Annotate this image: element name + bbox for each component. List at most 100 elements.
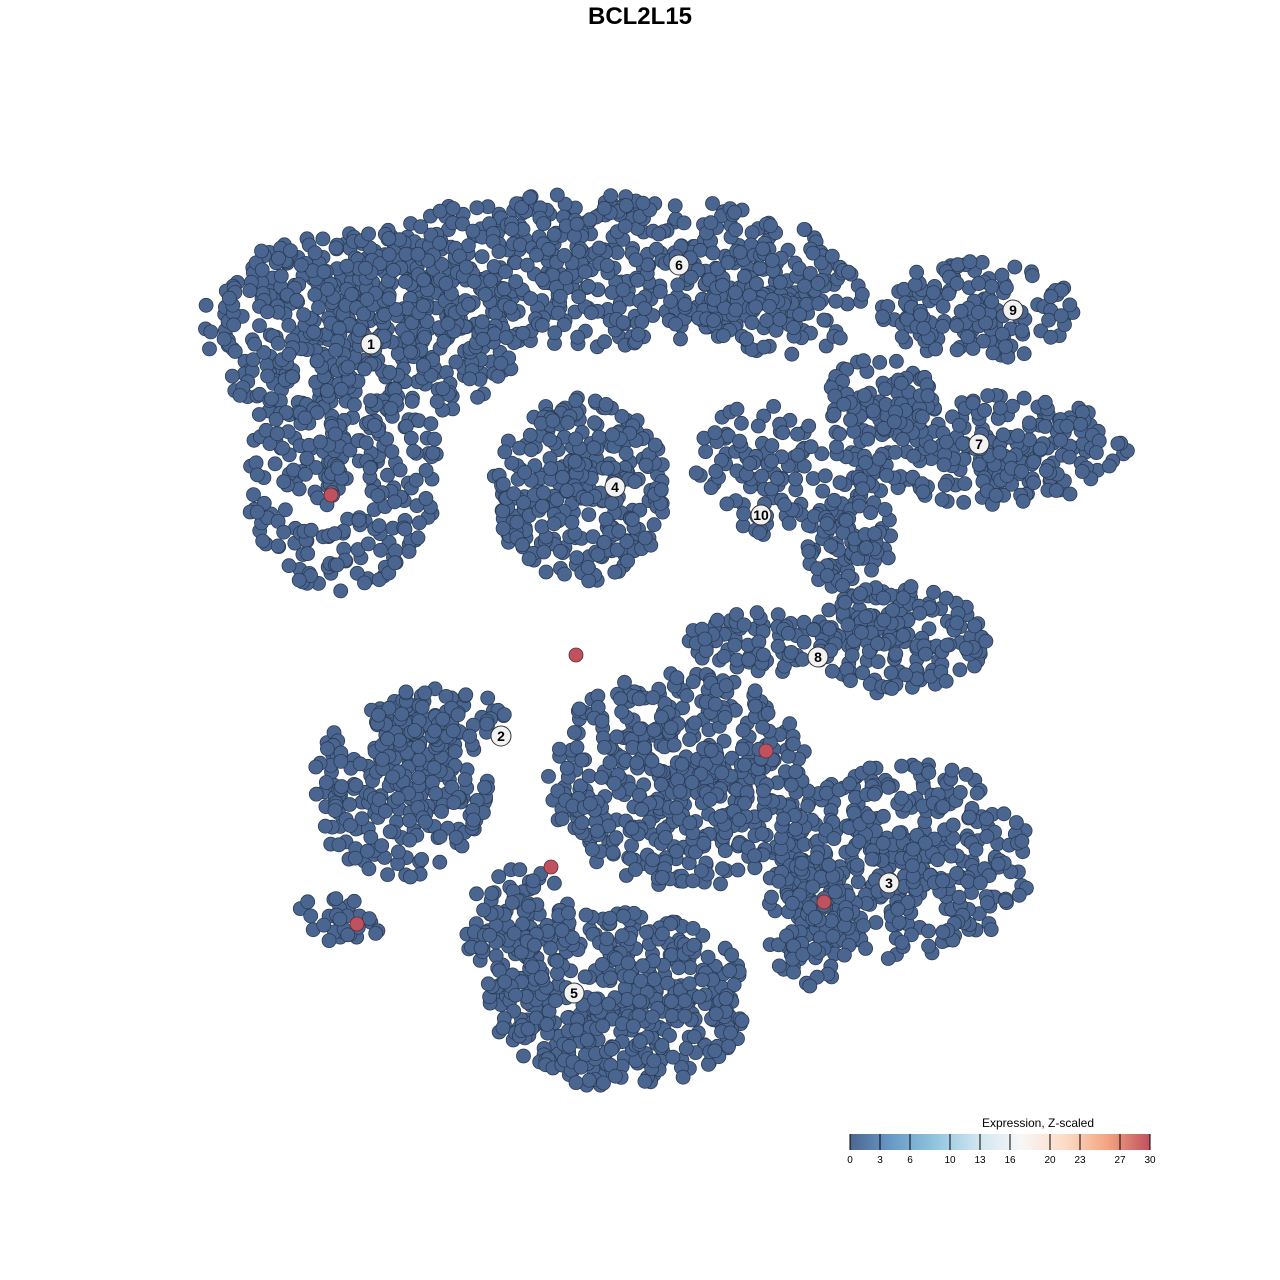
cell-point — [716, 649, 732, 664]
cell-point — [826, 831, 842, 846]
cell-point — [677, 993, 693, 1009]
cell-point — [921, 923, 936, 939]
cell-point — [483, 272, 499, 288]
cell-point — [495, 521, 511, 536]
cell-point — [632, 993, 648, 1009]
cell-point — [559, 760, 575, 776]
cell-point — [340, 359, 356, 375]
cell-point — [577, 969, 593, 985]
cell-point — [411, 770, 427, 786]
cell-point — [303, 522, 319, 538]
cell-point — [952, 662, 968, 678]
cell-point — [764, 252, 780, 268]
cell-point — [985, 345, 1001, 361]
cell-point — [858, 540, 874, 556]
cell-point — [440, 316, 456, 332]
cluster-label-text: 4 — [611, 479, 619, 495]
cell-point — [998, 339, 1013, 355]
cell-point — [541, 769, 556, 784]
cell-point — [844, 647, 860, 663]
cell-point — [837, 594, 853, 610]
cell-point — [445, 200, 461, 216]
cell-point — [432, 854, 448, 870]
cell-point — [788, 821, 803, 837]
high-expression-point — [816, 894, 832, 910]
cell-point — [567, 725, 582, 740]
cell-point — [826, 492, 842, 508]
cell-point — [879, 467, 895, 483]
legend-tick-label: 30 — [1144, 1155, 1156, 1166]
cell-point — [402, 832, 418, 848]
cell-point — [786, 736, 801, 752]
cell-point — [281, 346, 297, 362]
cell-point — [602, 755, 618, 770]
cell-point — [333, 583, 349, 599]
cell-point — [909, 264, 924, 280]
cell-point — [429, 394, 445, 410]
cell-point — [474, 314, 490, 330]
cell-point — [477, 287, 493, 302]
cell-point — [1110, 436, 1126, 452]
cell-point — [875, 309, 890, 325]
legend-tick-label: 23 — [1074, 1155, 1086, 1166]
cell-point — [618, 445, 634, 461]
cell-point — [850, 874, 866, 890]
cell-point — [735, 722, 751, 738]
cell-point — [342, 442, 358, 458]
cell-point — [760, 705, 776, 721]
cell-point — [557, 566, 572, 582]
cell-point — [717, 843, 733, 859]
cell-point — [705, 196, 720, 211]
cell-point — [961, 809, 977, 825]
cell-point — [329, 557, 345, 573]
cell-point — [841, 264, 856, 280]
cell-point — [541, 241, 556, 257]
cell-point — [297, 410, 313, 426]
cell-point — [480, 690, 496, 706]
cell-point — [599, 258, 615, 273]
cell-point — [249, 504, 265, 520]
cell-point — [772, 274, 788, 290]
cell-point — [554, 923, 570, 938]
cell-point — [392, 462, 408, 478]
cell-point — [921, 938, 936, 954]
cell-point — [980, 895, 995, 911]
cell-point — [918, 646, 933, 662]
cell-point — [245, 352, 261, 368]
cell-point — [907, 277, 923, 293]
cell-point — [670, 277, 686, 293]
cell-point — [647, 437, 663, 453]
cell-point — [611, 523, 627, 539]
cell-point — [574, 752, 590, 768]
cell-point — [536, 485, 551, 501]
cell-point — [334, 779, 350, 794]
cell-point — [792, 307, 807, 323]
cell-point — [462, 371, 478, 387]
cell-point — [807, 941, 822, 957]
cell-point — [671, 960, 686, 976]
cell-point — [1101, 458, 1117, 474]
cell-point — [512, 237, 528, 253]
legend-tick-label: 0 — [847, 1155, 853, 1166]
cell-point — [617, 674, 632, 690]
legend-tick-label: 27 — [1114, 1155, 1126, 1166]
cell-point — [728, 222, 744, 238]
cell-point — [646, 1053, 662, 1069]
cell-point — [788, 764, 804, 779]
cell-point — [597, 334, 612, 350]
cell-point — [569, 216, 585, 232]
cell-point — [967, 618, 982, 634]
cell-point — [691, 989, 707, 1005]
cell-point — [832, 330, 848, 346]
cell-point — [381, 291, 397, 307]
cell-point — [581, 768, 597, 784]
cell-point — [855, 481, 870, 497]
cell-point — [906, 448, 922, 464]
cell-point — [669, 843, 684, 859]
cell-point — [855, 665, 870, 681]
cell-point — [895, 628, 911, 643]
cell-point — [971, 304, 986, 320]
cell-point — [327, 803, 343, 818]
cell-point — [397, 274, 413, 290]
cell-point — [361, 226, 377, 242]
